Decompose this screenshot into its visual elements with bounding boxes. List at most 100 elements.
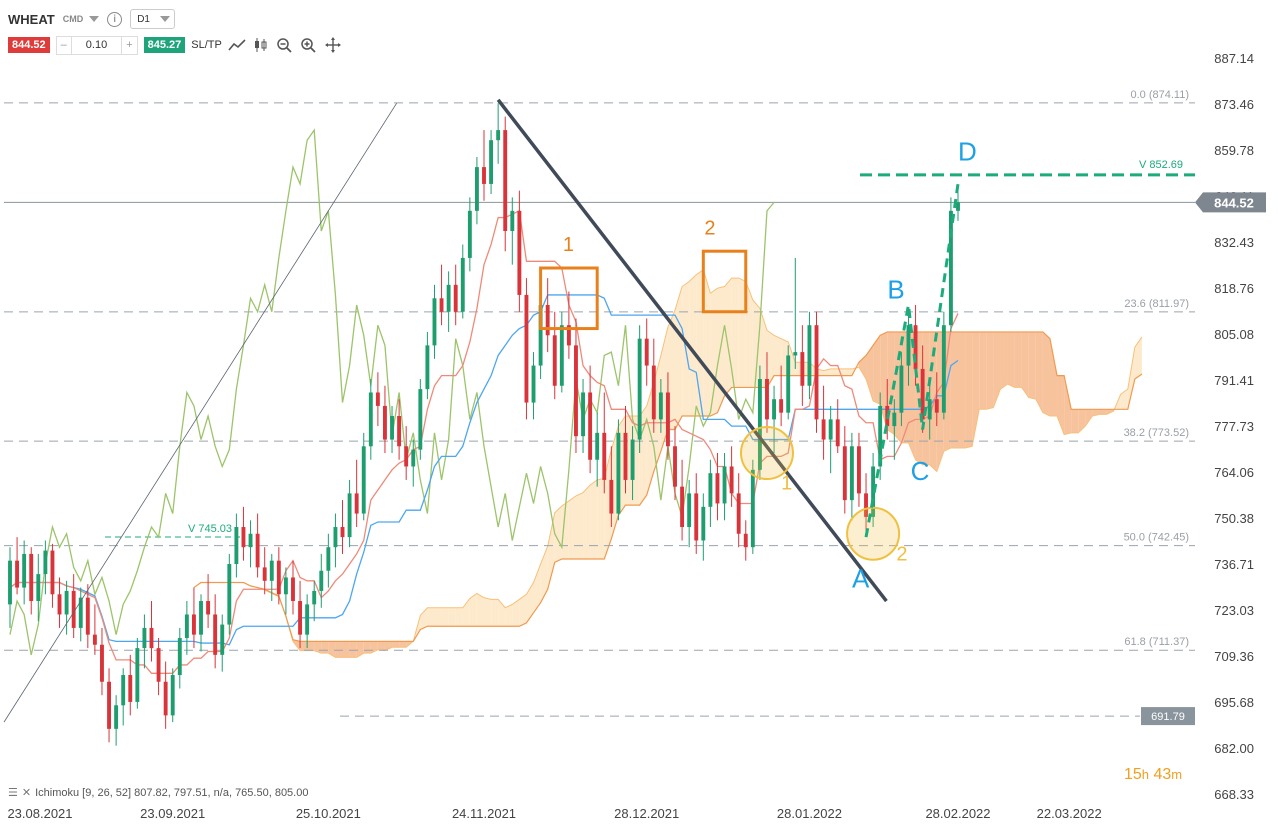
candle-body [206,601,211,615]
target-label: V 852.69 [1139,159,1183,171]
candle-body [312,590,317,605]
candle-body [262,567,267,581]
x-tick-label: 23.08.2021 [7,806,72,821]
y-tick-label: 736.71 [1214,557,1254,572]
cloud-segment [710,288,718,417]
cloud-segment [427,607,435,627]
candle-body [276,560,281,595]
candle-body [368,392,373,447]
candle-body [298,601,303,635]
wave-path [864,183,960,538]
cloud-segment [519,594,527,627]
candle-body [85,597,90,635]
cloud-segment [300,641,308,651]
candle-body [418,389,423,450]
cloud-segment [420,607,428,630]
senkou-span-a-line [193,268,1143,658]
timeframe-select[interactable]: D1 [130,9,175,29]
candle-body [651,365,656,420]
zoom-out-icon[interactable] [276,37,294,53]
candle-body [503,130,508,232]
candle-body [163,681,168,716]
candle-body [644,338,649,366]
candle-body [15,560,20,588]
volume-stepper[interactable]: – 0.10 + [55,35,138,55]
candle-body [581,392,585,437]
candle-chart-icon[interactable] [252,37,270,53]
candle-body [694,493,699,541]
candle-body [57,594,62,615]
cloud-segment [561,500,569,559]
wave-label-a: A [852,564,870,594]
cloud-segment [1000,331,1008,390]
candle-body [22,553,27,588]
candle-body [340,527,345,538]
info-icon[interactable]: i [107,11,123,27]
low-level-badge [1141,707,1195,726]
candle-body [878,405,883,467]
current-price-label: 844.52 [1214,195,1254,210]
cloud-segment [526,582,534,623]
plus-button[interactable]: + [126,39,133,51]
y-tick-label: 668.33 [1214,787,1254,802]
symbol-dropdown-icon[interactable] [89,16,100,22]
sltp-button[interactable]: SL/TP [191,39,222,51]
zoom-in-icon[interactable] [300,37,318,53]
candle-body [665,392,670,447]
indicator-legend[interactable]: ☰ ✕ Ichimoku [9, 26, 52] 807.82, 797.51,… [8,786,308,799]
timer-h-unit: h [1141,767,1150,782]
chart-toolbar: WHEAT CMD i D1 844.52 – 0.10 + 845.27 SL… [8,8,342,62]
move-icon[interactable] [324,37,342,53]
tenkan-sen-line [9,209,959,674]
candle-body [849,446,854,501]
y-tick-label: 818.76 [1214,281,1254,296]
uptrend-line [3,102,397,723]
cloud-segment [858,355,867,380]
cloud-segment [731,278,739,388]
candle-body [326,547,331,571]
x-tick-label: 22.03.2022 [1037,806,1102,821]
candle-body [927,399,932,420]
candle-body [680,486,685,528]
low-level-label: 691.79 [1151,711,1185,723]
close-icon[interactable]: ✕ [21,786,32,799]
candle-body [390,416,394,440]
candle-body [213,614,218,655]
cloud-segment [462,598,470,627]
candle-body [319,570,324,591]
candle-body [114,705,119,729]
cloud-segment [1134,336,1142,380]
cloud-segment [830,368,838,376]
candle-body [588,392,593,460]
cloud-segment [958,331,966,448]
cloud-segment [356,641,364,658]
target-box-2 [701,249,748,314]
symbol-name[interactable]: WHEAT [8,11,55,27]
cloud-segment [965,331,973,448]
y-tick-label: 764.06 [1214,465,1254,480]
candle-body [510,210,515,232]
cloud-segment [738,278,746,388]
candle-body [354,493,359,514]
x-tick-label: 28.01.2022 [777,806,842,821]
sell-button[interactable]: 844.52 [8,37,50,53]
cloud-segment [575,492,584,559]
menu-icon[interactable]: ☰ [8,786,18,799]
buy-button[interactable]: 845.27 [143,37,186,53]
candle-body [50,550,55,595]
cloud-segment [1085,409,1093,427]
y-tick-label: 805.08 [1214,327,1254,342]
volume-value[interactable]: 0.10 [70,36,123,54]
cloud-segment [399,641,407,648]
candle-body [375,392,380,406]
line-chart-icon[interactable] [228,37,246,53]
candle-body [156,648,161,682]
minus-button[interactable]: – [60,39,67,51]
candle-body [177,638,182,676]
fib-level-label: 61.8 (711.37) [1124,636,1189,648]
cloud-segment [1021,331,1029,398]
cloud-segment [568,495,576,559]
candle-body [383,405,387,440]
candle-body [142,627,147,649]
